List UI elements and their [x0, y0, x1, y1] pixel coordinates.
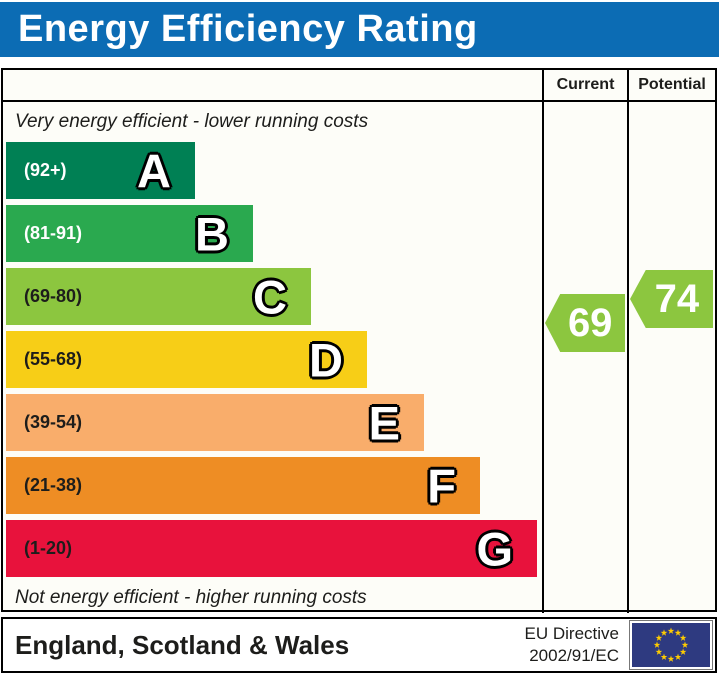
potential-column: 74 — [627, 102, 715, 613]
band-letter: G — [476, 522, 513, 575]
band-range-label: (81-91) — [24, 223, 83, 243]
current-column: 69 — [542, 102, 627, 613]
region-label: England, Scotland & Wales — [15, 629, 350, 660]
footer-bar: England, Scotland & Wales EU Directive 2… — [1, 617, 717, 673]
band-letter: E — [368, 396, 400, 449]
band-letter: C — [253, 270, 287, 323]
band-bar-c: (69-80) C — [6, 268, 311, 325]
band-row-e: (39-54) E — [3, 394, 542, 451]
band-range-label: (69-80) — [24, 286, 83, 306]
caption-bottom: Not energy efficient - higher running co… — [15, 587, 367, 608]
band-row-c: (69-80) C — [3, 268, 542, 325]
potential-rating-value: 74 — [654, 277, 700, 321]
band-bar-f: (21-38) F — [6, 457, 480, 514]
bands-chart-area: Very energy efficient - lower running co… — [3, 102, 542, 613]
current-rating-arrow: 69 — [545, 294, 625, 352]
band-bar-b: (81-91) B — [6, 205, 253, 262]
band-row-a: (92+) A — [3, 142, 542, 199]
band-range-label: (92+) — [24, 160, 67, 180]
band-letter: B — [195, 207, 229, 260]
eu-directive-label: EU Directive 2002/91/EC — [525, 623, 629, 667]
bands: (92+) A (81-91) B (69-80) C (55-68) D (39-54) E (2… — [3, 142, 542, 577]
epc-rating-table: Current Potential Very energy efficient … — [1, 68, 717, 613]
column-header-current: Current — [542, 70, 627, 102]
potential-rating-arrow: 74 — [630, 270, 713, 328]
band-letter: A — [137, 144, 171, 197]
header-blank-cell — [3, 70, 542, 102]
page-title: Energy Efficiency Rating — [18, 8, 478, 50]
band-bar-d: (55-68) D — [6, 331, 367, 388]
caption-top: Very energy efficient - lower running co… — [15, 111, 369, 132]
band-range-label: (55-68) — [24, 349, 83, 369]
eu-directive-line2: 2002/91/EC — [529, 646, 619, 665]
current-rating-value: 69 — [567, 301, 613, 345]
band-range-label: (21-38) — [24, 475, 83, 495]
band-range-label: (39-54) — [24, 412, 83, 432]
eu-flag-icon — [629, 620, 713, 670]
band-range-label: (1-20) — [24, 538, 73, 558]
band-letter: D — [309, 333, 343, 386]
band-row-b: (81-91) B — [3, 205, 542, 262]
band-row-g: (1-20) G — [3, 520, 542, 577]
band-letter: F — [427, 459, 456, 512]
title-bar: Energy Efficiency Rating — [0, 2, 719, 57]
band-row-f: (21-38) F — [3, 457, 542, 514]
eu-directive-line1: EU Directive — [524, 624, 619, 643]
band-bar-e: (39-54) E — [6, 394, 424, 451]
column-header-potential: Potential — [627, 70, 715, 102]
band-row-d: (55-68) D — [3, 331, 542, 388]
band-bar-a: (92+) A — [6, 142, 195, 199]
band-bar-g: (1-20) G — [6, 520, 537, 577]
